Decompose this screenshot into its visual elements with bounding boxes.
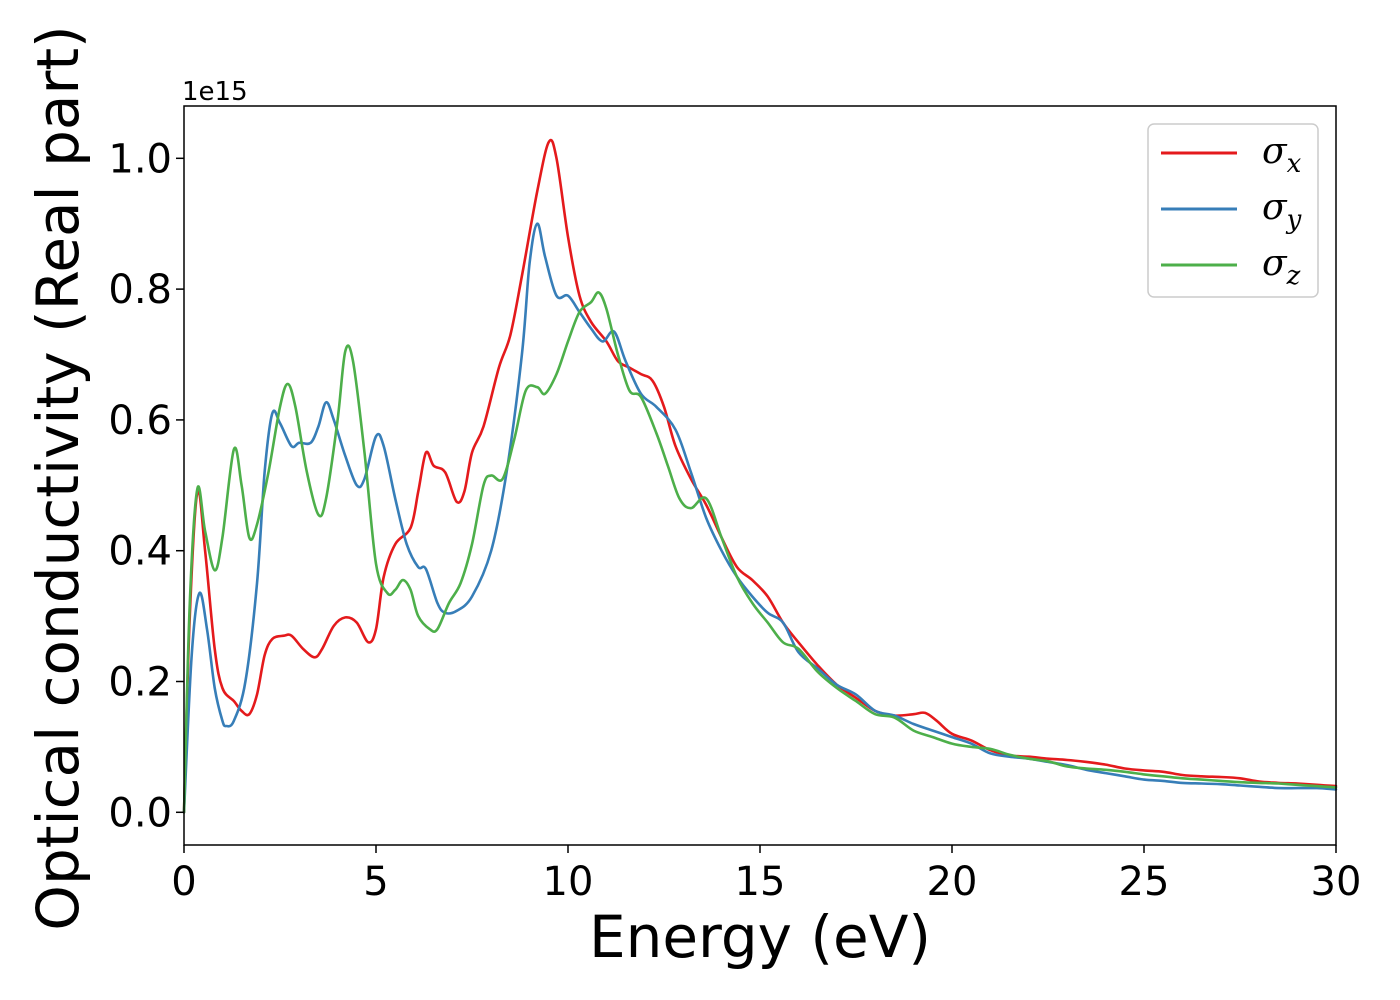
- plot-area: [184, 106, 1336, 845]
- x-tick-label: 20: [927, 859, 978, 905]
- legend-label-y: σy: [1262, 187, 1302, 235]
- y-tick-label: 1.0: [108, 136, 172, 182]
- y-tick-label: 0.8: [108, 267, 172, 313]
- legend-label-z: σz: [1262, 243, 1301, 291]
- y-tick-label: 0.2: [108, 660, 172, 706]
- series-line-z: [182, 291, 1338, 814]
- y-tick-label: 0.4: [108, 529, 172, 575]
- legend: σx σy σz: [1147, 123, 1319, 298]
- x-axis-label: Energy (eV): [589, 903, 931, 971]
- plot-frame: [183, 105, 1337, 846]
- x-tick-label: 30: [1311, 859, 1362, 905]
- y-offset-label: 1e15: [182, 77, 248, 107]
- series-line-x: [182, 138, 1338, 814]
- legend-label-x: σx: [1262, 131, 1302, 179]
- series-lines: [182, 138, 1338, 814]
- legend-entries: σx σy σz: [1161, 131, 1302, 291]
- y-tick-label: 0.6: [108, 398, 172, 444]
- x-tick-label: 15: [735, 859, 786, 905]
- x-tick-label: 0: [171, 859, 196, 905]
- y-axis-ticks: 0.0 0.2 0.4 0.6 0.8 1.0: [108, 136, 184, 836]
- y-axis-label: Optical conductivity (Real part): [24, 25, 92, 930]
- x-tick-label: 10: [543, 859, 594, 905]
- x-tick-label: 5: [363, 859, 388, 905]
- x-tick-label: 25: [1119, 859, 1170, 905]
- y-tick-label: 0.0: [108, 790, 172, 836]
- x-axis-ticks: 0 5 10 15 20 25 30: [171, 845, 1361, 905]
